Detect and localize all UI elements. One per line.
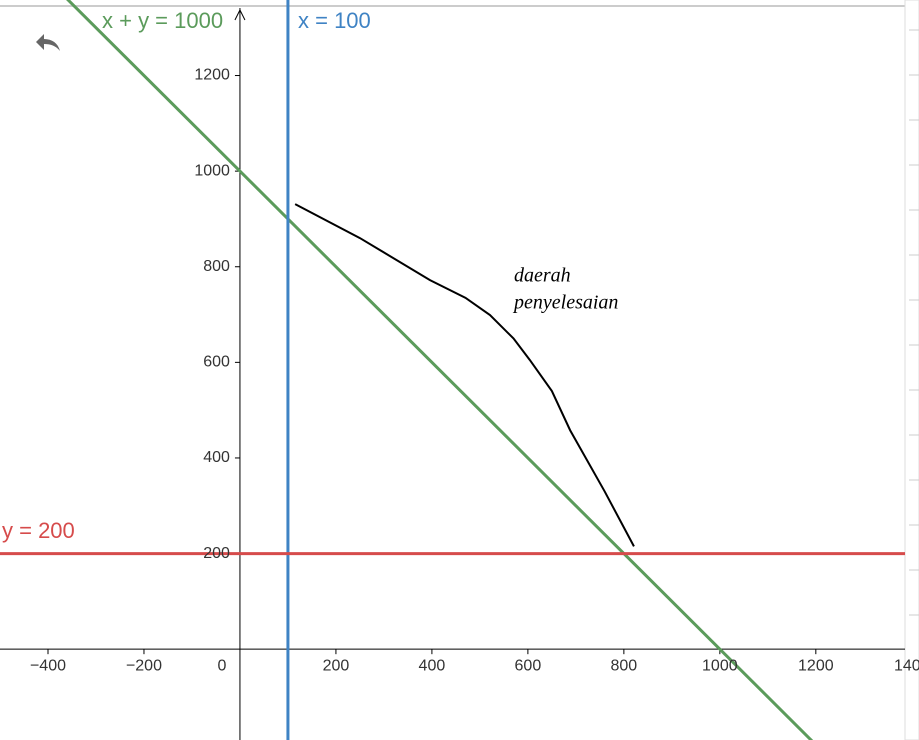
x-tick-label: −400 — [30, 657, 66, 674]
x-tick-label: −200 — [126, 657, 162, 674]
annotation: daerah — [514, 265, 571, 287]
x-tick-label: 400 — [419, 657, 446, 674]
x-tick-label: 800 — [611, 657, 638, 674]
y-tick-label: 200 — [203, 545, 230, 562]
annotation: penyelesaian — [512, 292, 618, 314]
y-axis-arrow — [234, 8, 246, 21]
line — [66, 0, 814, 740]
y-tick-label: 400 — [203, 449, 230, 466]
x-tick-label: 1200 — [798, 657, 834, 674]
y-tick-label: 800 — [203, 258, 230, 275]
undo-icon[interactable] — [36, 34, 60, 51]
y-tick-label: 1200 — [194, 67, 230, 84]
line-label: y = 200 — [2, 518, 75, 543]
line-label: x + y = 1000 — [102, 8, 223, 33]
freehand-curve — [294, 203, 635, 547]
x-tick-label: 1000 — [702, 657, 738, 674]
y-tick-label: 600 — [203, 354, 230, 371]
y-tick-label: 1000 — [194, 162, 230, 179]
x-tick-label: 200 — [323, 657, 350, 674]
line-label: x = 100 — [298, 8, 371, 33]
side-panel — [904, 0, 919, 740]
x-tick-label: 1400 — [894, 657, 919, 674]
x-tick-label: 600 — [515, 657, 542, 674]
x-tick-label: 0 — [217, 657, 226, 674]
